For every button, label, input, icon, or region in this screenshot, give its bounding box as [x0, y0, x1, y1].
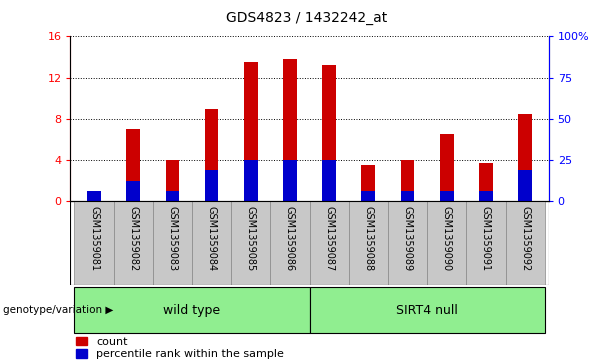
Text: GSM1359091: GSM1359091: [481, 205, 491, 271]
Bar: [518, 114, 532, 201]
Bar: [401, 191, 414, 201]
Bar: [244, 62, 257, 201]
Bar: [205, 171, 218, 201]
Bar: [322, 65, 336, 201]
FancyBboxPatch shape: [74, 201, 113, 285]
FancyBboxPatch shape: [310, 287, 545, 333]
Text: GSM1359081: GSM1359081: [89, 205, 99, 271]
Text: GSM1359089: GSM1359089: [403, 205, 413, 271]
Bar: [362, 165, 375, 201]
Bar: [166, 160, 179, 201]
Text: GSM1359088: GSM1359088: [364, 205, 373, 271]
Text: wild type: wild type: [164, 304, 221, 317]
Bar: [479, 191, 493, 201]
Text: GSM1359083: GSM1359083: [167, 205, 177, 271]
Bar: [87, 191, 101, 201]
FancyBboxPatch shape: [192, 201, 231, 285]
Bar: [166, 191, 179, 201]
Text: GSM1359087: GSM1359087: [324, 205, 334, 271]
Legend: count, percentile rank within the sample: count, percentile rank within the sample: [76, 337, 284, 359]
Text: GSM1359084: GSM1359084: [207, 205, 216, 271]
FancyBboxPatch shape: [388, 201, 427, 285]
FancyBboxPatch shape: [466, 201, 506, 285]
Text: GSM1359092: GSM1359092: [520, 205, 530, 271]
Bar: [283, 59, 297, 201]
Bar: [440, 191, 454, 201]
Bar: [440, 134, 454, 201]
Text: genotype/variation ▶: genotype/variation ▶: [3, 305, 113, 315]
Bar: [283, 160, 297, 201]
FancyBboxPatch shape: [113, 201, 153, 285]
Bar: [518, 171, 532, 201]
Text: GSM1359086: GSM1359086: [285, 205, 295, 271]
FancyBboxPatch shape: [506, 201, 545, 285]
FancyBboxPatch shape: [74, 287, 310, 333]
FancyBboxPatch shape: [310, 201, 349, 285]
Text: SIRT4 null: SIRT4 null: [396, 304, 458, 317]
FancyBboxPatch shape: [349, 201, 388, 285]
FancyBboxPatch shape: [153, 201, 192, 285]
Bar: [401, 160, 414, 201]
Bar: [126, 129, 140, 201]
Text: GSM1359085: GSM1359085: [246, 205, 256, 271]
Text: GDS4823 / 1432242_at: GDS4823 / 1432242_at: [226, 11, 387, 25]
Bar: [322, 160, 336, 201]
Bar: [205, 109, 218, 201]
Bar: [244, 160, 257, 201]
FancyBboxPatch shape: [270, 201, 310, 285]
Bar: [479, 163, 493, 201]
Bar: [362, 191, 375, 201]
Bar: [126, 181, 140, 201]
Text: GSM1359090: GSM1359090: [442, 205, 452, 271]
Bar: [87, 191, 101, 201]
FancyBboxPatch shape: [427, 201, 466, 285]
Text: GSM1359082: GSM1359082: [128, 205, 138, 271]
FancyBboxPatch shape: [231, 201, 270, 285]
